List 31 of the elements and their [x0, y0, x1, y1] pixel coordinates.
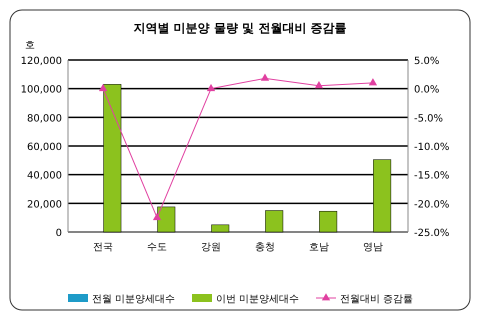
x-tick-label: 호남: [308, 242, 329, 253]
y2-tick-label: -5.0%: [414, 113, 444, 124]
y-tick-label: 120,000: [20, 56, 62, 67]
point: [98, 84, 108, 92]
point: [206, 84, 216, 92]
y2-tick-label: 0.0%: [414, 84, 440, 96]
y-tick-label: 40,000: [27, 170, 62, 182]
chart-title: 지역별 미분양 물량 및 전월대비 증감률: [134, 21, 346, 35]
y-tick-label: 100,000: [20, 84, 62, 96]
point: [260, 74, 270, 81]
point: [314, 80, 324, 88]
point: [152, 212, 162, 220]
legend-label: 이번 미분양세대수: [216, 294, 300, 305]
point: [368, 78, 378, 86]
y-tick-label: 80,000: [27, 113, 62, 124]
x-tick-label: 영남: [362, 242, 383, 253]
legend-label: 전월 미분양세대수: [92, 294, 176, 305]
y-tick-label: 0: [56, 228, 62, 239]
x-tick-label: 충청: [254, 242, 275, 253]
y2-tick-label: -10.0%: [414, 142, 450, 153]
y2-tick-label: 5.0%: [414, 56, 440, 67]
legend-label: 전월대비 증감률: [340, 294, 414, 305]
y2-tick-label: -20.0%: [414, 199, 450, 210]
x-tick-label: 수도: [147, 242, 168, 253]
y-tick-label: 20,000: [27, 199, 62, 210]
x-tick-label: 강원: [201, 242, 222, 253]
y2-tick-label: -25.0%: [414, 228, 450, 239]
x-tick-label: 전국: [93, 242, 114, 253]
y-tick-label: 60,000: [27, 142, 62, 153]
y2-tick-label: -15.0%: [414, 170, 450, 182]
y-axis-title: 호: [25, 40, 35, 51]
